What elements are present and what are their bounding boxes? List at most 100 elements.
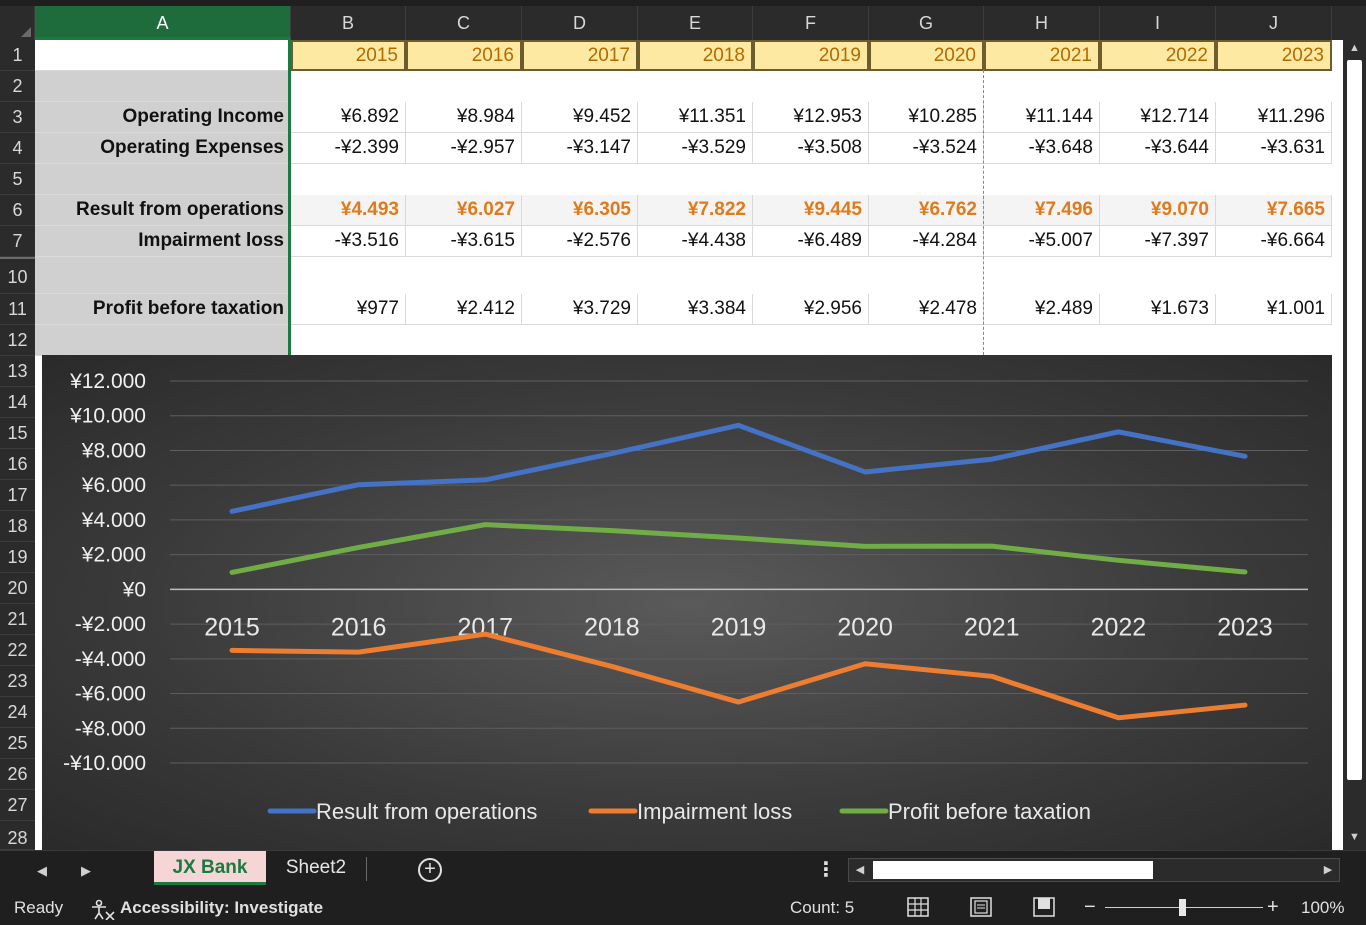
year-header-cell[interactable]: 2021 [984, 40, 1100, 71]
value-cell[interactable]: ¥3.729 [522, 294, 638, 325]
scroll-left-icon[interactable]: ◀ [855, 864, 865, 876]
value-cell[interactable]: -¥3.644 [1100, 133, 1216, 164]
value-cell[interactable]: -¥3.508 [753, 133, 869, 164]
column-header-a[interactable]: A [35, 6, 291, 40]
value-cell[interactable]: ¥3.384 [638, 294, 753, 325]
row-header[interactable]: 28 [0, 821, 35, 850]
value-cell[interactable]: ¥4.493 [291, 195, 406, 226]
cell-a12[interactable] [35, 325, 291, 356]
row-header[interactable]: 21 [0, 604, 35, 635]
row-header[interactable]: 19 [0, 542, 35, 573]
row-label-operating-expenses[interactable]: Operating Expenses [35, 133, 291, 164]
row-header[interactable]: 10 [0, 257, 35, 294]
page-break-view-icon[interactable] [1033, 897, 1055, 917]
row-header[interactable]: 20 [0, 573, 35, 604]
value-cell[interactable]: ¥6.762 [869, 195, 984, 226]
row-header[interactable]: 16 [0, 449, 35, 480]
value-cell[interactable]: -¥2.399 [291, 133, 406, 164]
value-cell[interactable]: ¥6.305 [522, 195, 638, 226]
row-header[interactable]: 14 [0, 387, 35, 418]
row-header[interactable]: 2 [0, 71, 35, 102]
scroll-down-icon[interactable]: ▼ [1349, 831, 1360, 843]
row-header[interactable]: 25 [0, 728, 35, 759]
normal-view-icon[interactable] [907, 897, 929, 917]
zoom-in-button[interactable]: + [1267, 896, 1279, 918]
value-cell[interactable]: ¥2.489 [984, 294, 1100, 325]
value-cell[interactable]: ¥2.412 [406, 294, 522, 325]
value-cell[interactable]: ¥10.285 [869, 102, 984, 133]
row-header[interactable]: 17 [0, 480, 35, 511]
value-cell[interactable]: ¥9.070 [1100, 195, 1216, 226]
year-header-cell[interactable]: 2023 [1216, 40, 1332, 71]
select-all-corner[interactable] [0, 6, 35, 40]
year-header-cell[interactable]: 2019 [753, 40, 869, 71]
row-header[interactable]: 26 [0, 759, 35, 790]
year-header-cell[interactable]: 2015 [291, 40, 406, 71]
value-cell[interactable]: -¥3.147 [522, 133, 638, 164]
column-header-f[interactable]: F [753, 6, 869, 40]
scroll-right-icon[interactable]: ▶ [1323, 864, 1333, 876]
value-cell[interactable]: -¥3.615 [406, 226, 522, 257]
row-label-operating-income[interactable]: Operating Income [35, 102, 291, 133]
value-cell[interactable]: ¥2.478 [869, 294, 984, 325]
value-cell[interactable]: -¥3.529 [638, 133, 753, 164]
value-cell[interactable]: ¥12.953 [753, 102, 869, 133]
value-cell[interactable]: -¥7.397 [1100, 226, 1216, 257]
value-cell[interactable]: ¥7.496 [984, 195, 1100, 226]
value-cell[interactable]: -¥2.957 [406, 133, 522, 164]
row-header[interactable]: 1 [0, 40, 35, 71]
row-header[interactable]: 23 [0, 666, 35, 697]
row-header[interactable]: 7 [0, 226, 35, 257]
add-sheet-icon[interactable]: + [418, 858, 442, 882]
cell-a10[interactable] [35, 257, 291, 294]
horizontal-scroll-thumb[interactable] [873, 861, 1153, 879]
year-header-cell[interactable]: 2016 [406, 40, 522, 71]
value-cell[interactable]: ¥9.445 [753, 195, 869, 226]
row-header[interactable]: 12 [0, 325, 35, 356]
page-layout-view-icon[interactable] [970, 897, 992, 917]
value-cell[interactable]: ¥9.452 [522, 102, 638, 133]
row-header[interactable]: 27 [0, 790, 35, 821]
zoom-out-button[interactable]: − [1084, 896, 1096, 918]
value-cell[interactable]: -¥3.631 [1216, 133, 1332, 164]
row-header[interactable]: 24 [0, 697, 35, 728]
row-label-impairment-loss[interactable]: Impairment loss [35, 226, 291, 257]
value-cell[interactable]: ¥2.956 [753, 294, 869, 325]
accessibility-status[interactable]: Accessibility: Investigate [90, 890, 323, 925]
column-header-i[interactable]: I [1100, 6, 1216, 40]
row-header[interactable]: 5 [0, 164, 35, 195]
column-header-e[interactable]: E [638, 6, 753, 40]
row-header[interactable]: 18 [0, 511, 35, 542]
column-header-g[interactable]: G [869, 6, 984, 40]
value-cell[interactable]: -¥2.576 [522, 226, 638, 257]
value-cell[interactable]: ¥7.822 [638, 195, 753, 226]
tab-scroll-left-icon[interactable]: ◀ [37, 863, 47, 878]
year-header-cell[interactable]: 2017 [522, 40, 638, 71]
value-cell[interactable]: ¥6.027 [406, 195, 522, 226]
scroll-up-icon[interactable]: ▲ [1349, 42, 1360, 54]
column-header-c[interactable]: C [406, 6, 522, 40]
row-header[interactable]: 6 [0, 195, 35, 226]
value-cell[interactable]: ¥11.144 [984, 102, 1100, 133]
row-header[interactable]: 4 [0, 133, 35, 164]
value-cell[interactable]: -¥3.648 [984, 133, 1100, 164]
row-header[interactable]: 13 [0, 356, 35, 387]
value-cell[interactable]: ¥12.714 [1100, 102, 1216, 133]
value-cell[interactable]: -¥4.438 [638, 226, 753, 257]
row-label-profit-before-taxation[interactable]: Profit before taxation [35, 294, 291, 325]
tab-scroll-right-icon[interactable]: ▶ [81, 863, 91, 878]
zoom-level[interactable]: 100% [1301, 898, 1345, 917]
value-cell[interactable]: -¥6.664 [1216, 226, 1332, 257]
value-cell[interactable]: ¥11.351 [638, 102, 753, 133]
vertical-scrollbar[interactable]: ▲ ▼ [1343, 40, 1366, 850]
cell-a2[interactable] [35, 71, 291, 102]
row-label-result-from-operations[interactable]: Result from operations [35, 195, 291, 226]
value-cell[interactable]: ¥6.892 [291, 102, 406, 133]
value-cell[interactable]: -¥6.489 [753, 226, 869, 257]
value-cell[interactable]: -¥3.516 [291, 226, 406, 257]
zoom-slider-thumb[interactable] [1179, 899, 1186, 916]
value-cell[interactable]: -¥3.524 [869, 133, 984, 164]
row-header[interactable]: 11 [0, 294, 35, 325]
year-header-cell[interactable]: 2020 [869, 40, 984, 71]
value-cell[interactable]: -¥4.284 [869, 226, 984, 257]
